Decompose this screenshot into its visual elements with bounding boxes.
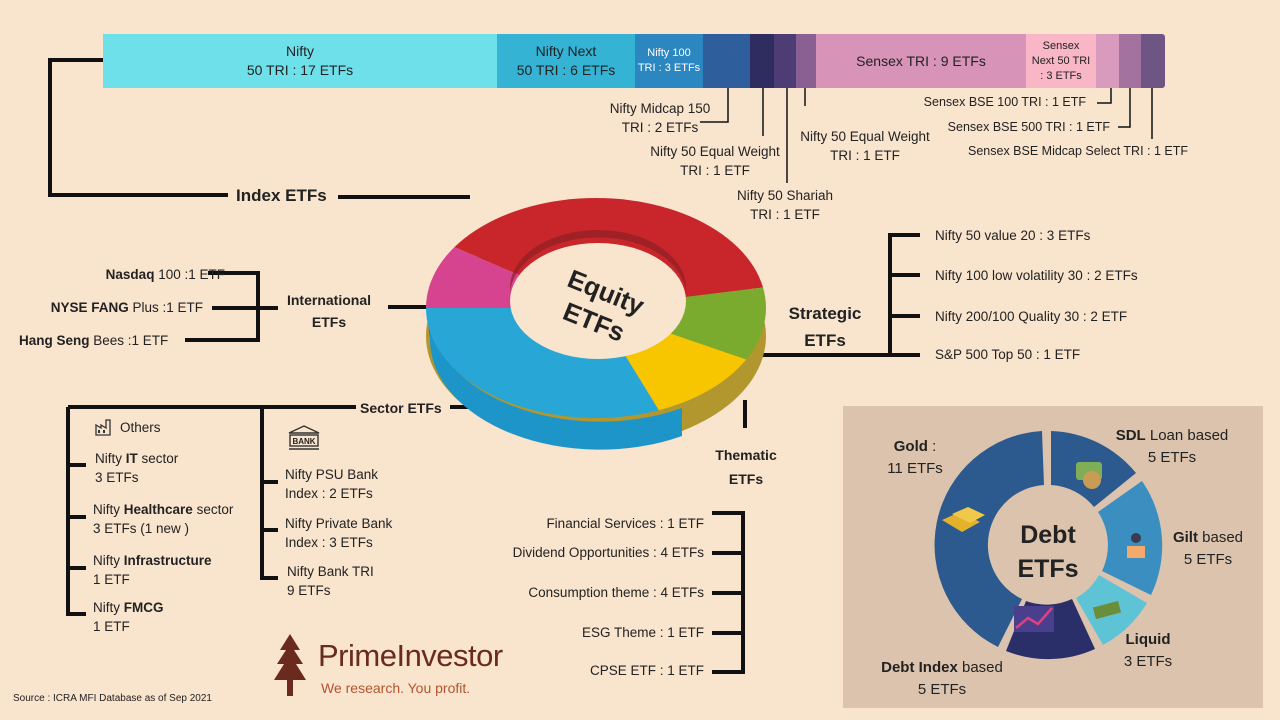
callout-shariah: Nifty 50 Shariah TRI : 1 ETF bbox=[736, 188, 834, 222]
sector-item-fmcg: Nifty FMCG 1 ETF bbox=[93, 600, 164, 634]
thematic-item-cpse: CPSE ETF : 1 ETF bbox=[589, 663, 704, 678]
header-thematic-etfs: Thematic ETFs bbox=[715, 447, 777, 487]
sector-item-psu-bank: Nifty PSU Bank Index : 2 ETFs bbox=[285, 467, 379, 501]
thematic-item-dividend: Dividend Opportunities : 4 ETFs bbox=[512, 545, 704, 560]
bar-segment-sensex: Sensex TRI : 9 ETFs bbox=[816, 34, 1026, 88]
sector-item-healthcare: Nifty Healthcare sector 3 ETFs (1 new ) bbox=[93, 502, 234, 536]
bar-segment-nifty50: Nifty 50 TRI : 17 ETFs bbox=[103, 34, 497, 88]
brand-tagline: We research. You profit. bbox=[321, 680, 471, 696]
debt-gold-label: Gold :11 ETFs bbox=[887, 438, 943, 477]
thematic-item-financial: Financial Services : 1 ETF bbox=[546, 516, 704, 531]
bar-segment-shariah bbox=[774, 34, 796, 88]
bar-segment-equal-weight bbox=[796, 34, 816, 88]
money-bag-icon bbox=[1076, 462, 1102, 489]
bar-segment-midcap-select bbox=[1141, 34, 1165, 88]
strategic-item-quality: Nifty 200/100 Quality 30 : 2 ETF bbox=[935, 309, 1128, 324]
header-international-etfs: International ETFs bbox=[286, 292, 371, 330]
bar-segment-equal-weight-tri bbox=[750, 34, 774, 88]
sector-item-it: Nifty IT sector 3 ETFs bbox=[95, 451, 179, 485]
stock-chart-icon bbox=[1014, 606, 1054, 632]
tree-logo-icon bbox=[274, 634, 306, 696]
debt-center-label: Debt ETFs bbox=[1017, 521, 1079, 583]
debt-gilt-label: Gilt based 5 ETFs bbox=[1172, 529, 1244, 568]
thematic-item-consumption: Consumption theme : 4 ETFs bbox=[528, 585, 704, 600]
thematic-item-esg: ESG Theme : 1 ETF bbox=[581, 625, 704, 640]
source-note: Source : ICRA MFI Database as of Sep 202… bbox=[13, 693, 212, 704]
bar-segment-sensex-next50: Sensex Next 50 TRI: 3 ETFs bbox=[1026, 34, 1096, 88]
strategic-item-sp500: S&P 500 Top 50 : 1 ETF bbox=[935, 347, 1081, 362]
callout-bse100: Sensex BSE 100 TRI : 1 ETF bbox=[923, 95, 1086, 109]
bar-segment-midcap150 bbox=[703, 34, 750, 88]
svg-text:BANK: BANK bbox=[292, 437, 315, 446]
callout-midcap150: Nifty Midcap 150 TRI : 2 ETFs bbox=[609, 101, 711, 135]
gold-bars-icon bbox=[942, 507, 985, 532]
cash-stack-icon bbox=[1092, 600, 1122, 620]
bar-segment-niftynext50: Nifty Next 50 TRI : 6 ETFs bbox=[497, 34, 635, 88]
international-item-hang-seng: Hang Seng Bees :1 ETF bbox=[19, 333, 169, 348]
bar-segment-nifty100: Nifty 100 TRI : 3 ETFs bbox=[635, 34, 703, 88]
sector-item-infrastructure: Nifty Infrastructure 1 ETF bbox=[93, 553, 212, 587]
sector-item-private-bank: Nifty Private Bank Index : 3 ETFs bbox=[285, 516, 393, 550]
strategic-item-value20: Nifty 50 value 20 : 3 ETFs bbox=[935, 228, 1091, 243]
debt-index-label: Debt Index based 5 ETFs bbox=[881, 659, 1003, 698]
factory-icon bbox=[95, 419, 111, 436]
international-item-nasdaq: Nasdaq 100 :1 ETF bbox=[105, 267, 225, 282]
debt-liquid-label: Liquid 3 ETFs bbox=[1123, 631, 1173, 670]
callout-equal-weight: Nifty 50 Equal Weight TRI : 1 ETF bbox=[800, 129, 930, 163]
header-sector-etfs: Sector ETFs bbox=[360, 400, 442, 416]
bar-segment-bse100 bbox=[1096, 34, 1119, 88]
brand-name: PrimeInvestor bbox=[318, 638, 503, 673]
header-strategic-etfs: Strategic ETFs bbox=[788, 304, 862, 350]
debt-donut bbox=[934, 431, 1163, 660]
speaker-icon bbox=[1127, 533, 1145, 558]
callout-midcap-select: Sensex BSE Midcap Select TRI : 1 ETF bbox=[968, 144, 1188, 158]
callout-equal-weight-tri: Nifty 50 Equal Weight TRI : 1 ETF bbox=[650, 144, 780, 178]
sector-item-bank-tri: Nifty Bank TRI 9 ETFs bbox=[287, 564, 374, 598]
bank-icon: BANK bbox=[288, 425, 320, 450]
equity-donut bbox=[426, 198, 766, 450]
debt-sdl-label: SDL Loan based 5 ETFs bbox=[1115, 427, 1229, 466]
header-index-etfs: Index ETFs bbox=[236, 186, 327, 205]
strategic-item-low-vol: Nifty 100 low volatility 30 : 2 ETFs bbox=[935, 268, 1138, 283]
sector-others-title: Others bbox=[120, 420, 161, 435]
international-item-nyse-fang: NYSE FANG Plus :1 ETF bbox=[50, 300, 203, 315]
bar-segment-bse500 bbox=[1119, 34, 1141, 88]
callout-bse500: Sensex BSE 500 TRI : 1 ETF bbox=[947, 120, 1110, 134]
